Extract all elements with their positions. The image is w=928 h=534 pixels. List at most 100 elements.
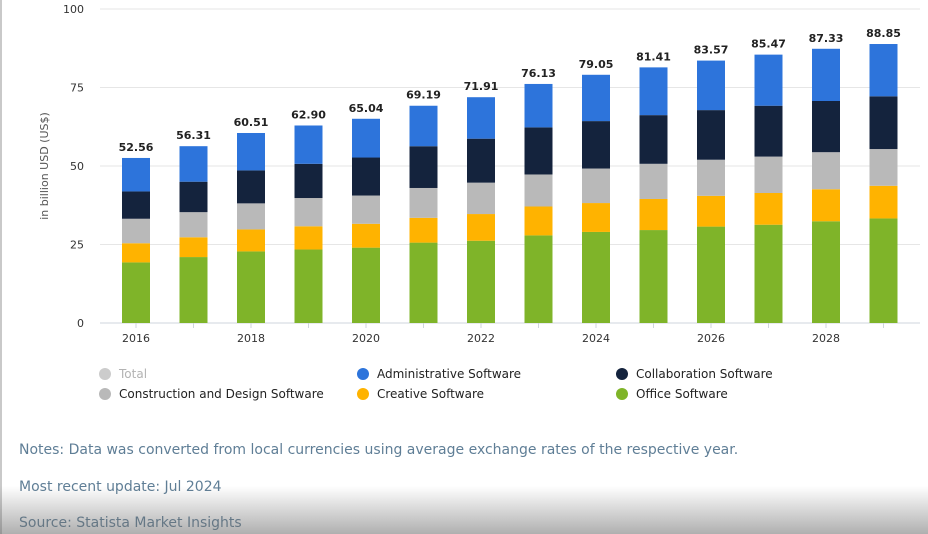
y-tick-label-50: 50	[70, 160, 84, 173]
bar-office-software-2017[interactable]	[179, 257, 208, 323]
total-label-2019: 62.90	[291, 108, 326, 121]
total-label-2023: 76.13	[521, 67, 556, 80]
bar-construction-and-design-software-2024[interactable]	[582, 168, 610, 204]
bar-creative-software-2019[interactable]	[294, 226, 323, 250]
bar-collaboration-software-2019[interactable]	[294, 163, 323, 199]
total-label-2025: 81.41	[636, 50, 671, 63]
legend-label-creative: Creative Software	[377, 387, 485, 401]
legend-label-construction: Construction and Design Software	[119, 387, 324, 401]
bar-administrative-software-2029[interactable]	[869, 44, 898, 97]
bar-construction-and-design-software-2027[interactable]	[754, 156, 783, 194]
x-tick-label-2016: 2016	[122, 332, 150, 345]
bar-office-software-2022[interactable]	[467, 240, 495, 323]
bar-office-software-2019[interactable]	[294, 249, 323, 323]
bar-administrative-software-2022[interactable]	[467, 97, 495, 139]
bar-collaboration-software-2025[interactable]	[639, 115, 668, 164]
legend-item-total[interactable]: Total	[99, 365, 147, 383]
bar-administrative-software-2021[interactable]	[409, 105, 438, 147]
bar-office-software-2018[interactable]	[237, 251, 265, 323]
bar-office-software-2024[interactable]	[582, 231, 610, 323]
legend-item-office[interactable]: Office Software	[616, 385, 728, 403]
x-tick-label-2020: 2020	[352, 332, 380, 345]
bar-creative-software-2027[interactable]	[754, 193, 783, 225]
bar-office-software-2026[interactable]	[697, 226, 725, 323]
legend-label-total: Total	[119, 367, 148, 381]
bar-creative-software-2023[interactable]	[524, 206, 553, 236]
bar-collaboration-software-2029[interactable]	[869, 96, 898, 150]
legend-item-construction[interactable]: Construction and Design Software	[99, 385, 324, 403]
bar-construction-and-design-software-2026[interactable]	[697, 159, 725, 196]
bar-creative-software-2018[interactable]	[237, 229, 265, 252]
bar-construction-and-design-software-2022[interactable]	[467, 182, 495, 215]
y-tick-label-25: 25	[70, 239, 84, 252]
bar-series	[122, 44, 898, 323]
bar-collaboration-software-2018[interactable]	[237, 170, 265, 204]
bar-collaboration-software-2024[interactable]	[582, 121, 610, 169]
source-text: Source: Statista Market Insights	[19, 515, 242, 531]
bar-construction-and-design-software-2025[interactable]	[639, 163, 668, 199]
update-text: Most recent update: Jul 2024	[19, 479, 222, 495]
bar-construction-and-design-software-2028[interactable]	[812, 152, 840, 190]
bar-administrative-software-2023[interactable]	[524, 83, 553, 128]
bar-office-software-2028[interactable]	[812, 221, 840, 323]
x-tick-label-2022: 2022	[467, 332, 495, 345]
bar-collaboration-software-2017[interactable]	[179, 181, 208, 213]
bar-collaboration-software-2022[interactable]	[467, 138, 495, 183]
total-label-2020: 65.04	[349, 102, 384, 115]
bar-construction-and-design-software-2023[interactable]	[524, 174, 553, 207]
y-axis-ticks: 0 25 50 75 100	[63, 3, 84, 330]
bar-creative-software-2025[interactable]	[639, 198, 668, 231]
legend-label-office: Office Software	[636, 387, 728, 401]
bar-administrative-software-2028[interactable]	[812, 48, 840, 102]
bar-administrative-software-2026[interactable]	[697, 60, 725, 111]
bar-administrative-software-2024[interactable]	[582, 74, 610, 122]
bar-creative-software-2022[interactable]	[467, 214, 495, 241]
bar-collaboration-software-2021[interactable]	[409, 146, 438, 188]
bar-construction-and-design-software-2016[interactable]	[122, 218, 150, 244]
bar-collaboration-software-2016[interactable]	[122, 191, 150, 219]
bar-construction-and-design-software-2018[interactable]	[237, 203, 265, 230]
bar-office-software-2027[interactable]	[754, 224, 783, 323]
bar-collaboration-software-2023[interactable]	[524, 127, 553, 175]
total-label-2016: 52.56	[119, 141, 154, 154]
bar-construction-and-design-software-2029[interactable]	[869, 149, 898, 186]
total-labels: 52.56 56.31 60.51 62.90 65.04 69.19 71.91 76.13…	[119, 27, 901, 154]
bar-office-software-2023[interactable]	[524, 235, 553, 323]
bar-collaboration-software-2026[interactable]	[697, 110, 725, 160]
bar-office-software-2020[interactable]	[352, 247, 380, 323]
x-tick-label-2024: 2024	[582, 332, 610, 345]
bar-office-software-2029[interactable]	[869, 218, 898, 323]
bar-creative-software-2029[interactable]	[869, 185, 898, 219]
y-tick-label-75: 75	[70, 82, 84, 95]
bar-collaboration-software-2020[interactable]	[352, 157, 380, 196]
bar-creative-software-2026[interactable]	[697, 195, 725, 227]
bar-creative-software-2021[interactable]	[409, 217, 438, 243]
bar-office-software-2021[interactable]	[409, 242, 438, 323]
bar-collaboration-software-2027[interactable]	[754, 105, 783, 157]
legend-item-creative[interactable]: Creative Software	[357, 385, 484, 403]
bar-construction-and-design-software-2020[interactable]	[352, 195, 380, 224]
bar-creative-software-2016[interactable]	[122, 243, 150, 263]
bar-administrative-software-2019[interactable]	[294, 125, 323, 164]
bar-administrative-software-2027[interactable]	[754, 54, 783, 106]
bar-administrative-software-2018[interactable]	[237, 132, 265, 171]
bar-creative-software-2028[interactable]	[812, 189, 840, 222]
bar-construction-and-design-software-2021[interactable]	[409, 187, 438, 218]
bar-administrative-software-2016[interactable]	[122, 157, 150, 192]
bar-office-software-2025[interactable]	[639, 230, 668, 323]
legend-item-collaboration[interactable]: Collaboration Software	[616, 365, 773, 383]
bar-construction-and-design-software-2017[interactable]	[179, 212, 208, 238]
bar-administrative-software-2017[interactable]	[179, 146, 208, 182]
bar-office-software-2016[interactable]	[122, 262, 150, 323]
bar-administrative-software-2020[interactable]	[352, 118, 380, 158]
bar-creative-software-2017[interactable]	[179, 237, 208, 258]
bar-creative-software-2024[interactable]	[582, 203, 610, 232]
bar-collaboration-software-2028[interactable]	[812, 101, 840, 153]
legend-swatch-creative	[357, 388, 369, 400]
bar-administrative-software-2025[interactable]	[639, 67, 668, 116]
total-label-2017: 56.31	[176, 129, 211, 142]
bar-creative-software-2020[interactable]	[352, 223, 380, 248]
legend-swatch-administrative	[357, 368, 369, 380]
legend-item-administrative[interactable]: Administrative Software	[357, 365, 521, 383]
bar-construction-and-design-software-2019[interactable]	[294, 198, 323, 227]
